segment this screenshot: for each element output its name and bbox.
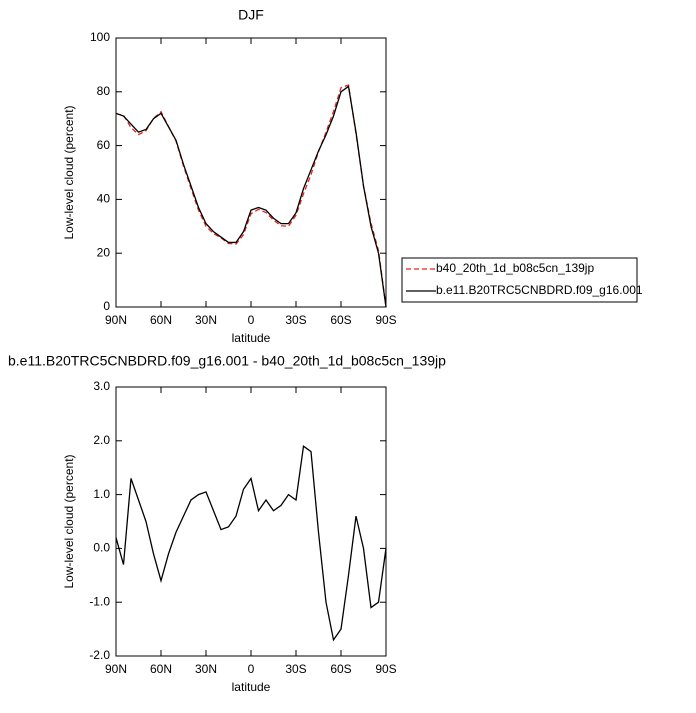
x-tick-label: 30S: [285, 313, 306, 327]
plot-frame: [115, 386, 387, 657]
y-tick-label: 80: [97, 84, 111, 98]
x-tick-label: 90S: [375, 662, 396, 676]
y-axis-label: Low-level cloud (percent): [62, 454, 76, 588]
y-tick-label: 3.0: [93, 379, 110, 393]
y-tick-label: 0: [103, 299, 110, 313]
y-tick-label: 1.0: [93, 487, 110, 501]
y-tick-label: 40: [97, 192, 111, 206]
x-tick-label: 60S: [330, 313, 351, 327]
x-tick-label: 90N: [105, 313, 127, 327]
y-tick-label: 60: [97, 138, 111, 152]
x-tick-label: 0: [248, 313, 255, 327]
x-tick-label: 30N: [195, 313, 217, 327]
series-line: [115, 84, 387, 308]
series-line: [115, 85, 387, 308]
x-tick-label: 90N: [105, 662, 127, 676]
x-tick-label: 60S: [330, 662, 351, 676]
plot-frame: [115, 37, 387, 308]
x-tick-label: 30S: [285, 662, 306, 676]
x-tick-label: 30N: [195, 662, 217, 676]
series-line: [115, 445, 387, 642]
x-tick-label: 60N: [150, 313, 172, 327]
y-tick-label: 0.0: [93, 541, 110, 555]
legend-label: b.e11.B20TRC5CNBDRD.f09_g16.001: [436, 283, 643, 297]
legend-label: b40_20th_1d_b08c5cn_139jp: [436, 261, 594, 275]
y-tick-label: -2.0: [89, 648, 110, 662]
x-tick-label: 90S: [375, 313, 396, 327]
chart-title: b.e11.B20TRC5CNBDRD.f09_g16.001 - b40_20…: [8, 353, 446, 369]
x-axis-label: latitude: [232, 331, 271, 345]
y-tick-label: 20: [97, 245, 111, 259]
y-tick-label: 100: [90, 30, 110, 44]
y-tick-label: 2.0: [93, 433, 110, 447]
y-axis-label: Low-level cloud (percent): [62, 105, 76, 239]
chart-title: DJF: [238, 7, 264, 23]
legend-box: [401, 257, 638, 303]
x-axis-label: latitude: [232, 680, 271, 694]
x-tick-label: 60N: [150, 662, 172, 676]
x-tick-label: 0: [248, 662, 255, 676]
y-tick-label: -1.0: [89, 594, 110, 608]
